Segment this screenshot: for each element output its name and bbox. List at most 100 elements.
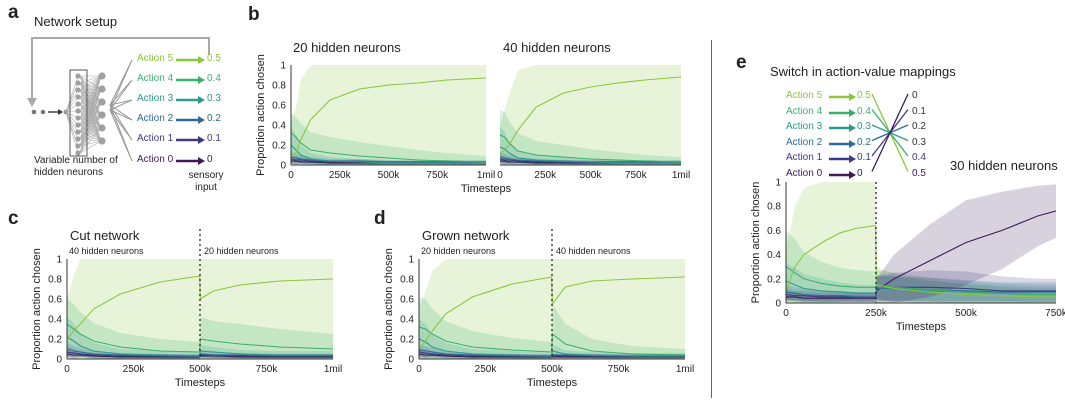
action-label: Action 0 bbox=[137, 154, 174, 165]
y-axis-label: Proportion action chosen bbox=[31, 248, 43, 370]
line-a5 bbox=[499, 76, 682, 156]
output-neuron bbox=[98, 137, 106, 145]
chart-e: 0 0.2 0.4 0.6 0.8 1 0 250k 500k 750k Proportion ac… bbox=[750, 158, 1065, 333]
band-a0 bbox=[786, 184, 1056, 303]
band-a4 bbox=[67, 299, 333, 359]
x-tick-label: 500k bbox=[955, 308, 978, 319]
output-neuron bbox=[98, 111, 106, 119]
output-neuron bbox=[98, 85, 106, 93]
switch-action-label: Action 2 bbox=[786, 136, 823, 148]
x-tick-label: 0 bbox=[416, 364, 422, 375]
hidden-neurons bbox=[75, 73, 81, 156]
segment-label: 20 hidden neurons bbox=[204, 246, 279, 256]
switch-action-label: Action 3 bbox=[786, 121, 823, 132]
action-label: Action 1 bbox=[137, 133, 174, 144]
chart-c: 0 0.2 0.4 0.6 0.8 1 0 250k 500k 750k 1mil Proportio… bbox=[31, 228, 342, 389]
switch-action-label: Action 5 bbox=[786, 90, 823, 101]
switch-old-value: 0 bbox=[857, 167, 863, 179]
hidden-neuron bbox=[75, 73, 81, 79]
hidden-neuron bbox=[75, 80, 81, 86]
action-value: 0.3 bbox=[207, 93, 221, 104]
hidden-neuron bbox=[75, 129, 81, 135]
y-tick-label: 1 bbox=[775, 178, 781, 189]
x-tick-label: 250k bbox=[534, 170, 557, 181]
panel-label-d: d bbox=[374, 208, 386, 229]
line-a4 bbox=[66, 323, 334, 353]
hidden-neuron bbox=[75, 87, 81, 93]
chart-b1: 0 0.2 0.4 0.6 0.8 1 0 250k 500k 750k 1mil Proportio… bbox=[255, 40, 495, 181]
x-tick-label: 750k bbox=[256, 364, 279, 375]
action-value: 0.5 bbox=[207, 53, 221, 64]
chart-title: Grown network bbox=[422, 228, 510, 243]
chart-title: 30 hidden neurons bbox=[950, 158, 1058, 173]
line-a3 bbox=[499, 146, 681, 164]
action-label: Action 5 bbox=[137, 53, 174, 64]
chart-title: 20 hidden neurons bbox=[293, 40, 401, 55]
hidden-neuron bbox=[75, 143, 81, 149]
band-a5 bbox=[500, 65, 681, 165]
x-axis-label: Timesteps bbox=[461, 183, 512, 195]
mapping-line bbox=[871, 93, 909, 172]
y-tick-label: 0.2 bbox=[400, 335, 414, 346]
hidden-neuron bbox=[75, 136, 81, 142]
hidden-neuron bbox=[75, 122, 81, 128]
panel-divider bbox=[711, 40, 712, 398]
panel-e-switch-title: Switch in action-value mappings bbox=[770, 64, 956, 79]
feedback-loop-arrow bbox=[31, 37, 210, 100]
panel-a-title: Network setup bbox=[34, 14, 118, 29]
x-axis-label: Timesteps bbox=[527, 377, 578, 389]
x-tick-label: 750k bbox=[1045, 308, 1065, 319]
switch-new-value: 0 bbox=[912, 90, 918, 101]
y-axis-label: Proportion action chosen bbox=[383, 248, 395, 370]
x-tick-label: 500k bbox=[378, 170, 401, 181]
y-tick-label: 0.8 bbox=[48, 275, 62, 286]
x-tick-label: 0 bbox=[64, 364, 70, 375]
sensory-input-caption: sensory input bbox=[188, 170, 224, 193]
switch-arrow bbox=[829, 93, 856, 101]
x-tick-label: 0 bbox=[783, 308, 789, 319]
switch-new-value: 0.2 bbox=[912, 121, 926, 132]
hidden-neuron bbox=[75, 115, 81, 121]
action-value: 0 bbox=[207, 154, 213, 165]
y-tick-label: 0.4 bbox=[767, 250, 781, 261]
output-neuron bbox=[98, 72, 106, 80]
segment-label: 20 hidden neurons bbox=[421, 246, 496, 256]
band-a4 bbox=[500, 110, 681, 165]
x-axis-label: Timesteps bbox=[175, 377, 226, 389]
switch-old-value: 0.2 bbox=[857, 136, 871, 148]
action-value: 0.2 bbox=[207, 113, 221, 124]
y-axis-label: Proportion action chosen bbox=[750, 182, 762, 304]
band-a5 bbox=[291, 65, 486, 165]
x-tick-label: 500k bbox=[189, 364, 212, 375]
y-tick-label: 0.8 bbox=[767, 202, 781, 213]
hidden-neuron bbox=[75, 150, 81, 156]
output-neurons bbox=[98, 72, 106, 145]
band-a4 bbox=[291, 113, 486, 165]
band-a5 bbox=[786, 182, 1056, 303]
switch-arrow bbox=[829, 108, 856, 117]
line-a4 bbox=[785, 266, 1056, 296]
action-arrow bbox=[176, 76, 205, 84]
y-tick-label: 0.8 bbox=[272, 81, 286, 92]
y-tick-label: 0.4 bbox=[400, 315, 414, 326]
x-tick-label: 750k bbox=[426, 170, 449, 181]
action-value: 0.1 bbox=[207, 133, 221, 144]
y-tick-label: 1 bbox=[280, 61, 286, 72]
x-tick-label: 250k bbox=[865, 308, 888, 319]
action-arrow bbox=[176, 96, 205, 104]
x-axis-label: Timesteps bbox=[896, 321, 947, 333]
switch-old-value: 0.3 bbox=[857, 121, 871, 132]
switch-action-label: Action 4 bbox=[786, 105, 823, 117]
x-tick-label: 500k bbox=[541, 364, 564, 375]
x-tick-label: 250k bbox=[123, 364, 146, 375]
switch-new-value: 0.3 bbox=[912, 136, 926, 148]
panel-label-c: c bbox=[8, 208, 19, 229]
chart-d: 0 0.2 0.4 0.6 0.8 1 0 250k 500k 750k 1mil Proportio… bbox=[383, 228, 694, 389]
switch-arrow bbox=[829, 139, 856, 148]
chart-b2: 0 250k 500k 750k 1mil Timesteps 40 hidden neur… bbox=[461, 40, 690, 195]
action-value: 0.4 bbox=[207, 73, 221, 84]
action-arrow bbox=[176, 136, 205, 144]
y-tick-label: 0.2 bbox=[48, 335, 62, 346]
y-tick-label: 0.2 bbox=[767, 274, 781, 285]
action-arrow bbox=[176, 56, 205, 64]
